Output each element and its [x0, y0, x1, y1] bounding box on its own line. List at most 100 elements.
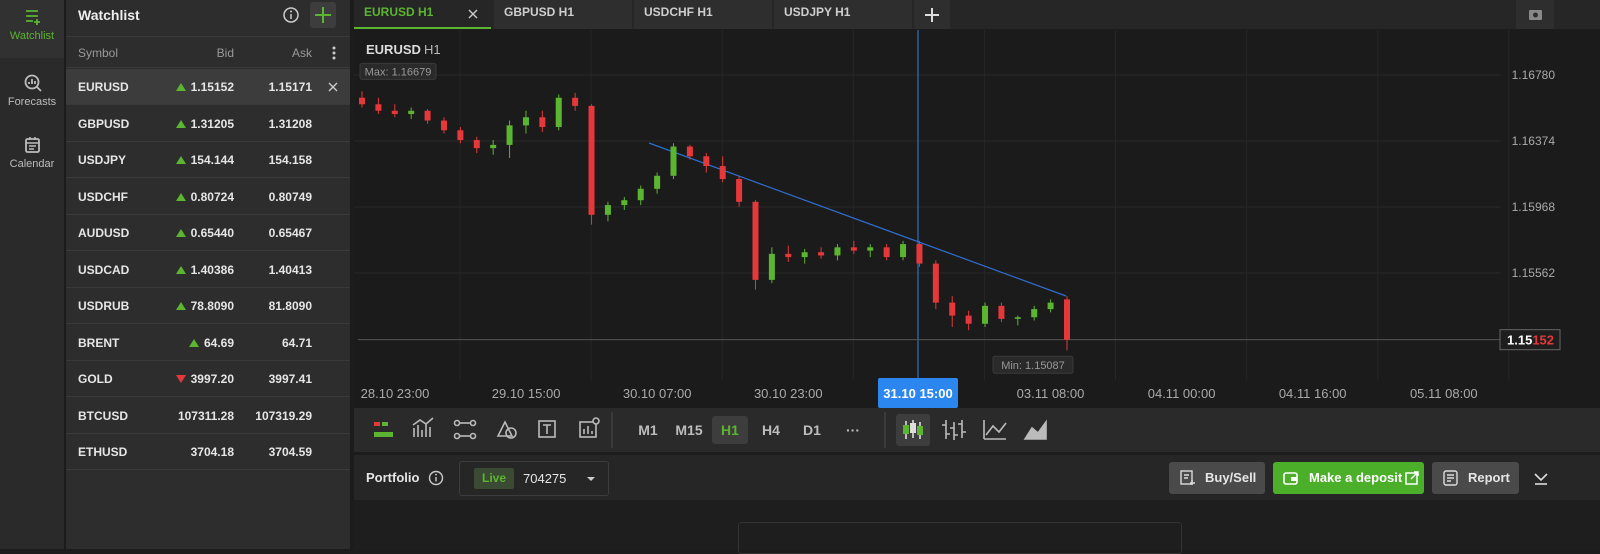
watchlist-row[interactable]: AUDUSD 0.65440 0.65467 [66, 215, 350, 251]
ask: 154.158 [268, 153, 312, 167]
column-header: Symbol Bid Ask [66, 36, 350, 68]
trend-arrow [188, 338, 199, 347]
watchlist-row[interactable]: GOLD 3997.20 3997.41 [66, 361, 350, 397]
tab-label: USDJPY H1 [784, 5, 851, 19]
symbol: USDJPY [78, 153, 127, 167]
timeframe[interactable]: D1 [803, 422, 821, 438]
portfolio-title: Portfolio [366, 470, 420, 485]
tab[interactable]: EURUSD H1 [354, 0, 491, 29]
candles-type-icon[interactable] [903, 420, 923, 439]
candle-body [522, 117, 529, 126]
tab[interactable]: USDJPY H1 [774, 0, 912, 29]
shapes-icon[interactable] [496, 420, 517, 439]
candle-body [916, 244, 923, 264]
timeframe[interactable]: H4 [762, 422, 780, 438]
x-tick-label: 04.11 16:00 [1279, 386, 1347, 401]
ask: 64.71 [281, 335, 312, 350]
watchlist-row[interactable]: USDRUB 78.8090 81.8090 [66, 288, 350, 324]
report-button[interactable]: Report [1432, 462, 1519, 494]
x-tick-label: 03.11 08:00 [1017, 386, 1085, 401]
watchlist-row[interactable]: USDJPY 154.144 154.158 [66, 142, 350, 178]
tab[interactable]: GBPUSD H1 [494, 0, 632, 29]
account-id: 704275 [523, 471, 567, 486]
dropdown-arrow [587, 477, 595, 481]
ask: 81.8090 [268, 299, 312, 313]
bid-value: 1.31205 [190, 116, 234, 131]
candle-body [604, 205, 611, 215]
x-tick-label: 28.10 23:00 [361, 386, 430, 401]
portfolio-bar: Portfolio Live 704275 Buy/Sell Make a de… [354, 455, 1600, 500]
templates-icon[interactable] [579, 417, 600, 438]
text-tool-icon[interactable] [538, 420, 556, 438]
ask: 3704.59 [268, 445, 312, 459]
candle-body [506, 125, 513, 145]
tab-label: GBPUSD H1 [504, 5, 575, 19]
studies-icon[interactable] [412, 417, 434, 437]
ask: 1.15171 [268, 80, 312, 94]
candle-body [998, 305, 1005, 319]
timeframe[interactable]: M15 [675, 422, 703, 438]
watchlist-row[interactable]: BTCUSD 107311.28 107319.29 [66, 398, 350, 434]
last-price-bg [1499, 329, 1561, 351]
deposit-button[interactable]: Make a deposit [1273, 462, 1424, 494]
candle-body [375, 104, 382, 111]
symbol: GBPUSD [78, 116, 130, 131]
area-type-icon[interactable] [1023, 419, 1047, 440]
candle-body [768, 253, 775, 280]
account-selector[interactable]: Live 704275 [459, 461, 609, 496]
timeframe[interactable]: M1 [638, 422, 658, 438]
min-label: Min: 1.15087 [1001, 360, 1065, 372]
watchlist-row[interactable]: EURUSD 1.15152 1.15171 [66, 69, 350, 105]
menu-icon[interactable] [330, 45, 338, 61]
trend-arrow [175, 229, 186, 237]
line-tool-icon[interactable] [453, 419, 477, 440]
chart: EURUSD H1 1.16780 1.16374 1.15968 1.15562 28… [354, 30, 1600, 408]
ask: 3997.41 [268, 372, 312, 386]
timeframe[interactable]: ··· [846, 422, 860, 438]
buy-sell-button[interactable]: Buy/Sell [1169, 462, 1265, 494]
watchlist-row[interactable]: USDCHF 0.80724 0.80749 [66, 179, 350, 215]
candle-body [703, 156, 710, 167]
add-button[interactable] [310, 2, 336, 28]
info-icon[interactable] [427, 469, 445, 487]
screenshot-button[interactable] [1516, 0, 1554, 29]
tab[interactable]: USDCHF H1 [634, 0, 772, 29]
candle-body [736, 179, 743, 202]
sidebar-item[interactable]: Forecasts [0, 66, 64, 124]
candle-body [752, 201, 759, 280]
ask: 107319.29 [255, 408, 312, 423]
bid: 1.15152 [175, 80, 234, 94]
x-tick-label: 30.10 07:00 [623, 386, 692, 401]
watchlist-title: Watchlist [78, 7, 140, 23]
symbol: EURUSD [78, 80, 129, 94]
trend-arrow [175, 375, 186, 383]
collapse-button[interactable] [1532, 469, 1550, 487]
candle-body [686, 146, 693, 157]
remove-icon[interactable] [328, 82, 338, 92]
watchlist-row[interactable]: ETHUSD 3704.18 3704.59 [66, 434, 350, 470]
info-icon[interactable] [282, 6, 300, 24]
timeframe[interactable]: H1 [712, 416, 748, 444]
watchlist-row[interactable]: GBPUSD 1.31205 1.31208 [66, 106, 350, 142]
watchlist-row[interactable]: USDCAD 1.40386 1.40413 [66, 252, 350, 288]
sidebar-item[interactable]: Calendar [0, 128, 64, 186]
trend-arrow [175, 192, 186, 201]
x-tick-label: 30.10 23:00 [754, 386, 823, 401]
indicator-icon[interactable] [374, 422, 393, 437]
watchlist-row[interactable]: BRENT 64.69 64.71 [66, 325, 350, 361]
x-tick-label: 29.10 15:00 [492, 386, 561, 401]
close-tab[interactable] [468, 9, 478, 19]
bars-type-icon[interactable] [942, 420, 966, 440]
sidebar-label: Calendar [9, 158, 55, 170]
candle-body [572, 97, 579, 106]
line-type-icon[interactable] [983, 420, 1007, 440]
y-tick-label: 1.15562 [1512, 266, 1556, 280]
candle-body [883, 247, 890, 258]
symbol: AUDUSD [78, 226, 130, 240]
candle-body [965, 315, 972, 324]
y-tick-label: 1.16374 [1512, 134, 1556, 148]
y-tick-label: 1.15968 [1512, 200, 1556, 214]
add-tab[interactable] [914, 0, 950, 29]
sidebar-item[interactable]: Watchlist [0, 0, 64, 58]
col-symbol: Symbol [78, 46, 119, 60]
